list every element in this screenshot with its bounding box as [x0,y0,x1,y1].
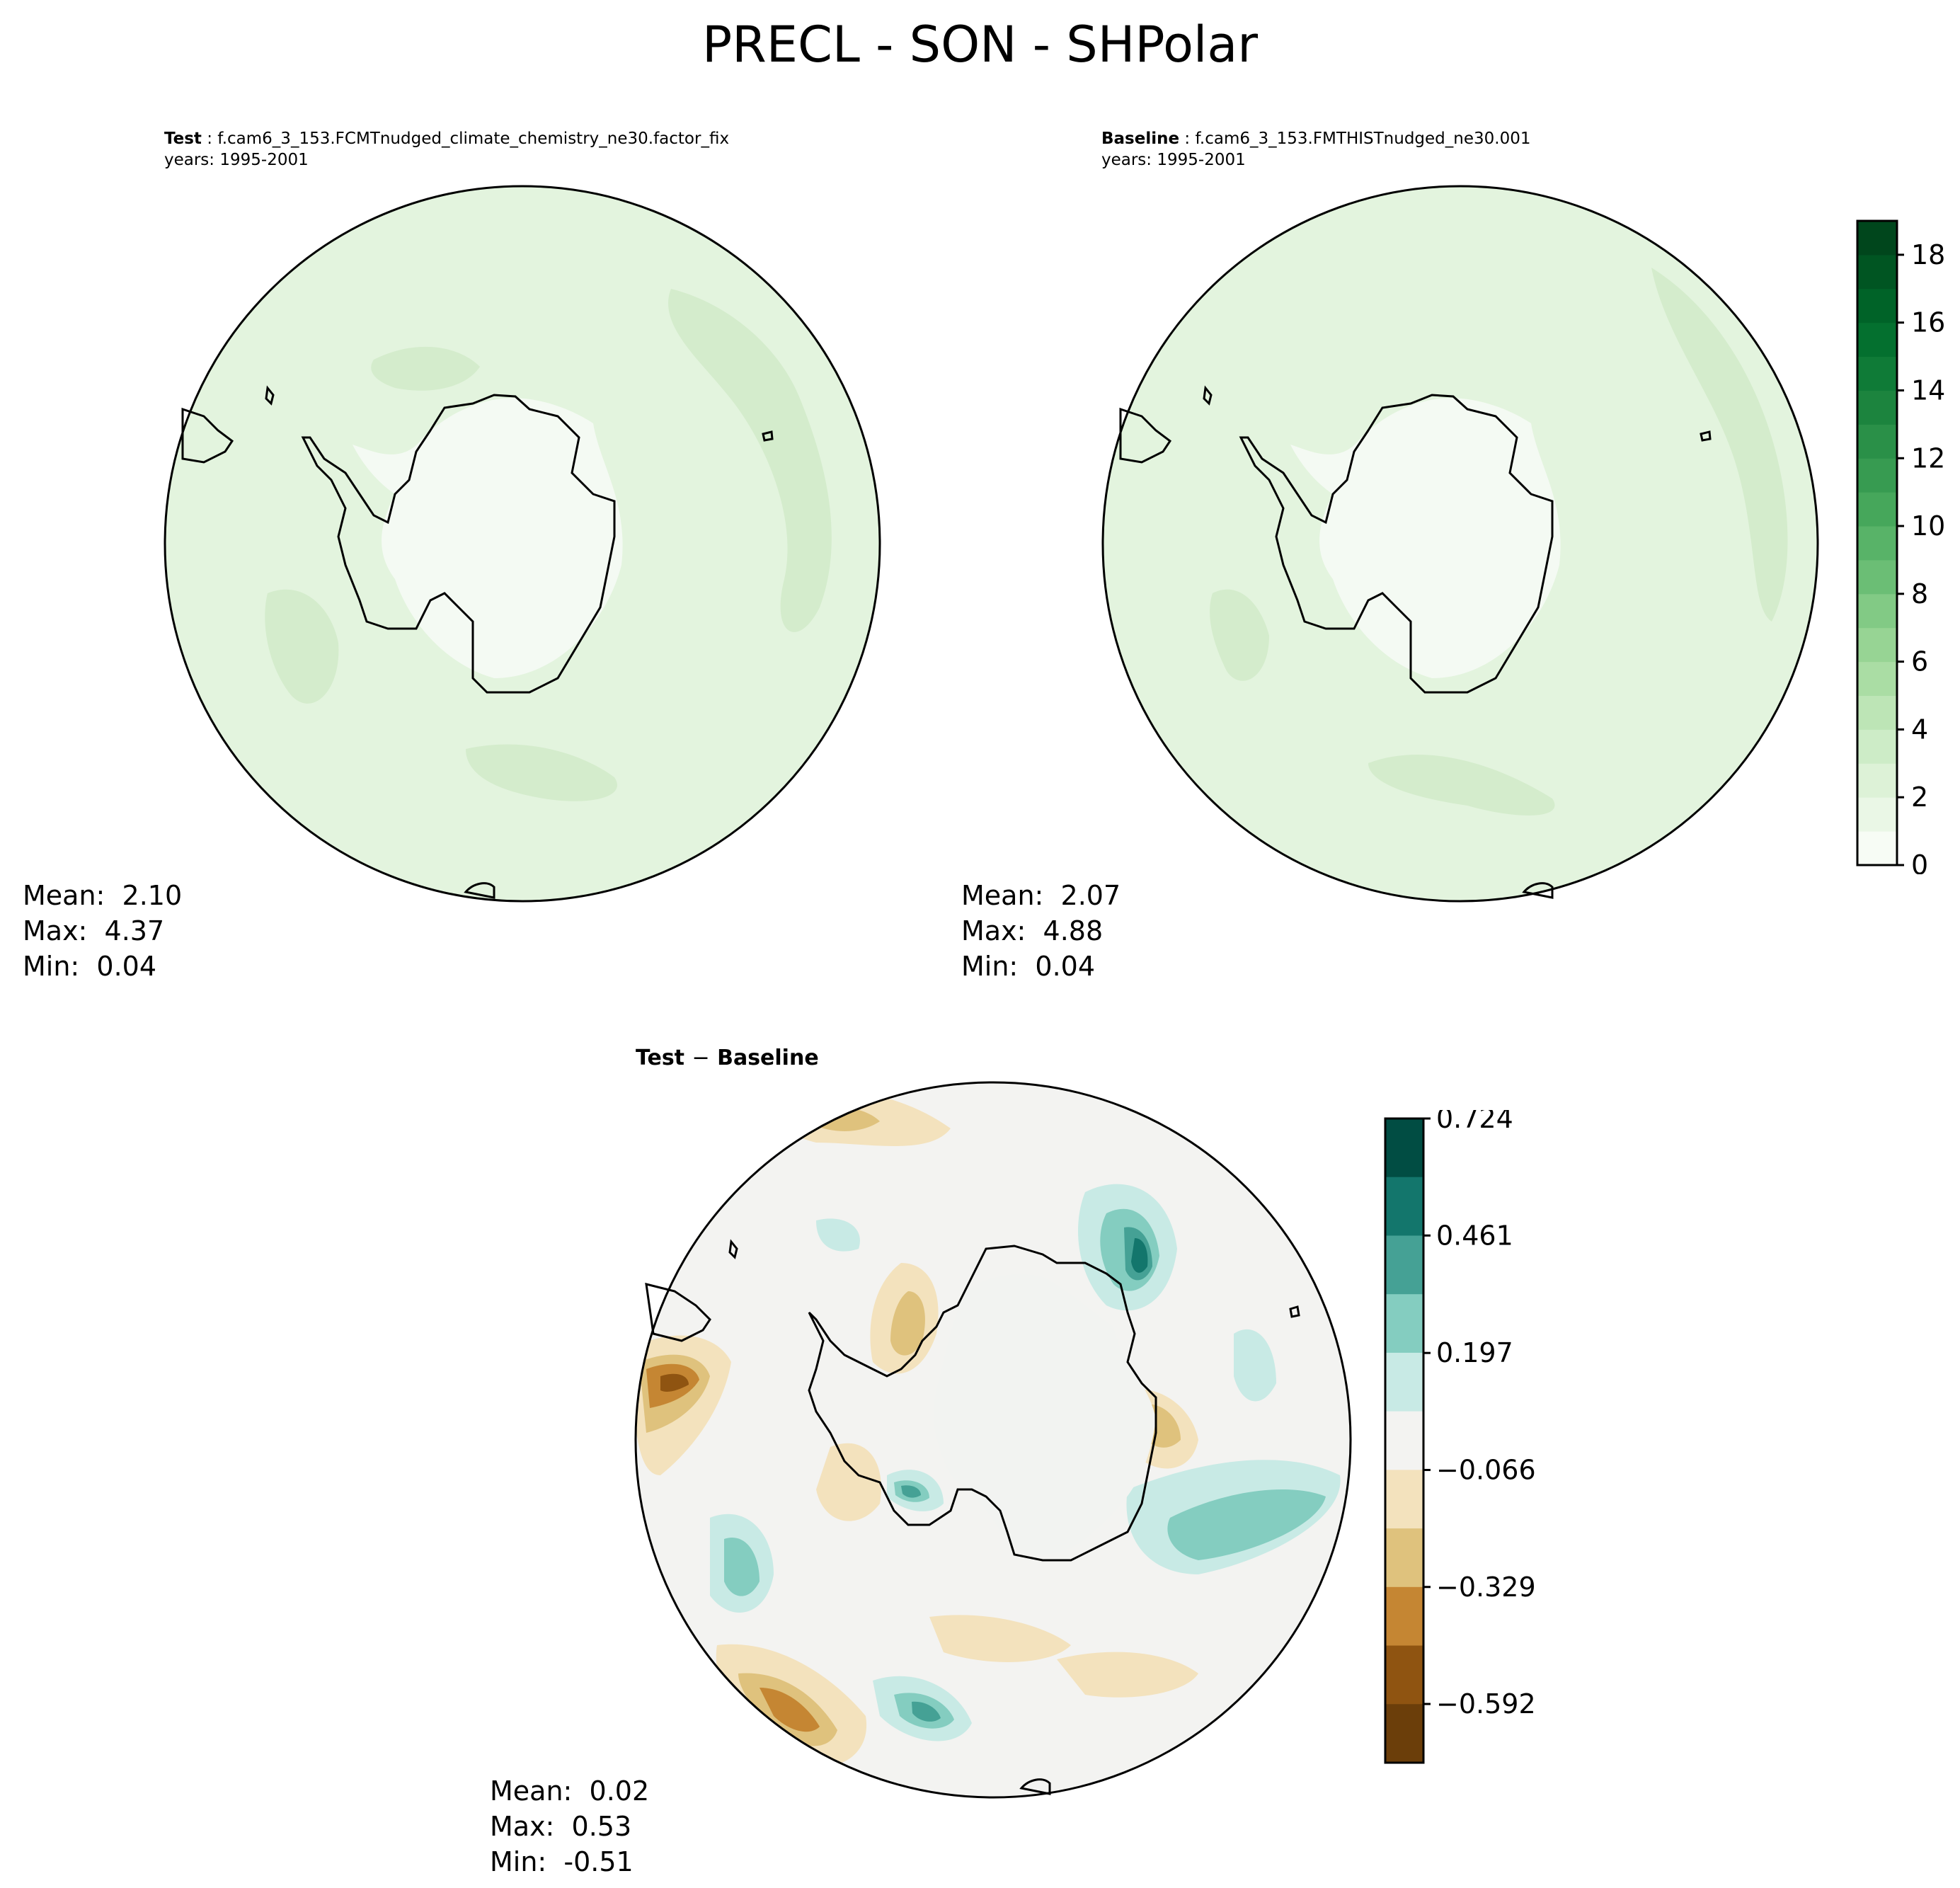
main-colorbar-block [1857,322,1897,357]
diff-colorbar-block [1385,1645,1423,1705]
diff-colorbar-block [1385,1470,1423,1529]
baseline-stats: Mean: 2.07 Max: 4.88 Min: 0.04 [961,880,1121,982]
main-colorbar-block [1857,492,1897,527]
diff-colorbar-tick-label: 0.724 [1436,1110,1513,1134]
diff-mean: 0.02 [589,1775,650,1807]
diff-panel-title: Test − Baseline [636,1046,819,1070]
test-panel-title: Test : f.cam6_3_153.FCMTnudged_climate_c… [164,130,730,148]
baseline-years: years: 1995-2001 [1101,151,1246,169]
main-colorbar-block [1857,695,1897,730]
baseline-min: 0.04 [1035,951,1096,982]
main-colorbar-block [1857,627,1897,663]
test-case-name: f.cam6_3_153.FCMTnudged_climate_chemistr… [217,130,730,148]
main-colorbar-tick-label: 0 [1911,849,1928,874]
diff-colorbar-block [1385,1235,1423,1295]
main-colorbar-block [1857,526,1897,561]
baseline-map [1101,185,1819,903]
main-colorbar-block [1857,559,1897,595]
diff-title-test: Test [636,1046,685,1070]
main-colorbar-block [1857,729,1897,764]
baseline-mean: 2.07 [1060,880,1121,911]
test-min: 0.04 [96,951,157,982]
baseline-max: 4.88 [1043,915,1104,946]
diff-colorbar-tick-label: 0.197 [1436,1337,1513,1368]
diff-stats: Mean: 0.02 Max: 0.53 Min: -0.51 [490,1775,650,1877]
diff-colorbar-block [1385,1528,1423,1588]
main-colorbar-tick-label: 2 [1911,782,1928,813]
test-stats: Mean: 2.10 Max: 4.37 Min: 0.04 [23,880,183,982]
diff-colorbar-tick-label: −0.329 [1436,1572,1536,1603]
diff-colorbar-block [1385,1294,1423,1354]
main-colorbar: 0 2 4 6 8 10 12 14 16 18 [1856,219,1945,874]
test-mean: 2.10 [122,880,183,911]
main-colorbar-tick-label: 14 [1911,374,1945,406]
diff-colorbar-block [1385,1177,1423,1236]
main-colorbar-block [1857,424,1897,459]
diff-colorbar-tick-label: −0.066 [1436,1454,1536,1485]
main-colorbar-tick-label: 18 [1911,239,1945,270]
main-colorbar-block [1857,390,1897,425]
main-colorbar-tick-label: 8 [1911,578,1928,610]
diff-map [634,1081,1352,1799]
test-map [164,185,881,903]
main-colorbar-tick-label: 16 [1911,307,1945,338]
main-colorbar-block [1857,661,1897,697]
main-colorbar-tick-label: 12 [1911,442,1945,474]
main-colorbar-block [1857,254,1897,290]
test-years: years: 1995-2001 [164,151,309,169]
test-map-boundary [164,185,881,903]
test-max: 4.37 [104,915,165,946]
diff-colorbar-block [1385,1119,1423,1178]
test-label: Test [164,130,202,148]
main-colorbar-block [1857,797,1897,832]
main-colorbar-block [1857,356,1897,391]
diff-min: -0.51 [563,1846,634,1877]
diff-colorbar: 0.724 0.461 0.197 −0.066 −0.329 −0.592 [1384,1110,1536,1764]
diff-colorbar-tick-label: −0.592 [1436,1688,1536,1720]
diff-colorbar-block [1385,1704,1423,1763]
main-colorbar-block [1857,831,1897,866]
baseline-label: Baseline [1101,130,1180,148]
main-colorbar-block [1857,288,1897,324]
baseline-panel-title: Baseline : f.cam6_3_153.FMTHISTnudged_ne… [1101,130,1531,148]
diff-colorbar-block [1385,1352,1423,1412]
main-colorbar-block [1857,458,1897,493]
main-colorbar-tick-label: 10 [1911,510,1945,542]
main-colorbar-block [1857,593,1897,629]
diff-colorbar-block [1385,1586,1423,1647]
main-colorbar-block [1857,763,1897,798]
main-colorbar-tick-label: 4 [1911,714,1928,745]
baseline-case-name: f.cam6_3_153.FMTHISTnudged_ne30.001 [1195,130,1531,148]
diff-max: 0.53 [571,1811,632,1842]
diff-map-boundary [634,1081,1352,1799]
figure-title: PRECL - SON - SHPolar [701,16,1259,74]
diff-colorbar-block [1385,1411,1423,1470]
diff-colorbar-tick-label: 0.461 [1436,1220,1513,1251]
main-colorbar-tick-label: 6 [1911,646,1928,677]
diff-title-baseline: Baseline [717,1046,819,1070]
diff-title-minus: − [692,1046,710,1070]
baseline-map-boundary [1101,185,1819,903]
main-colorbar-block [1857,221,1897,256]
